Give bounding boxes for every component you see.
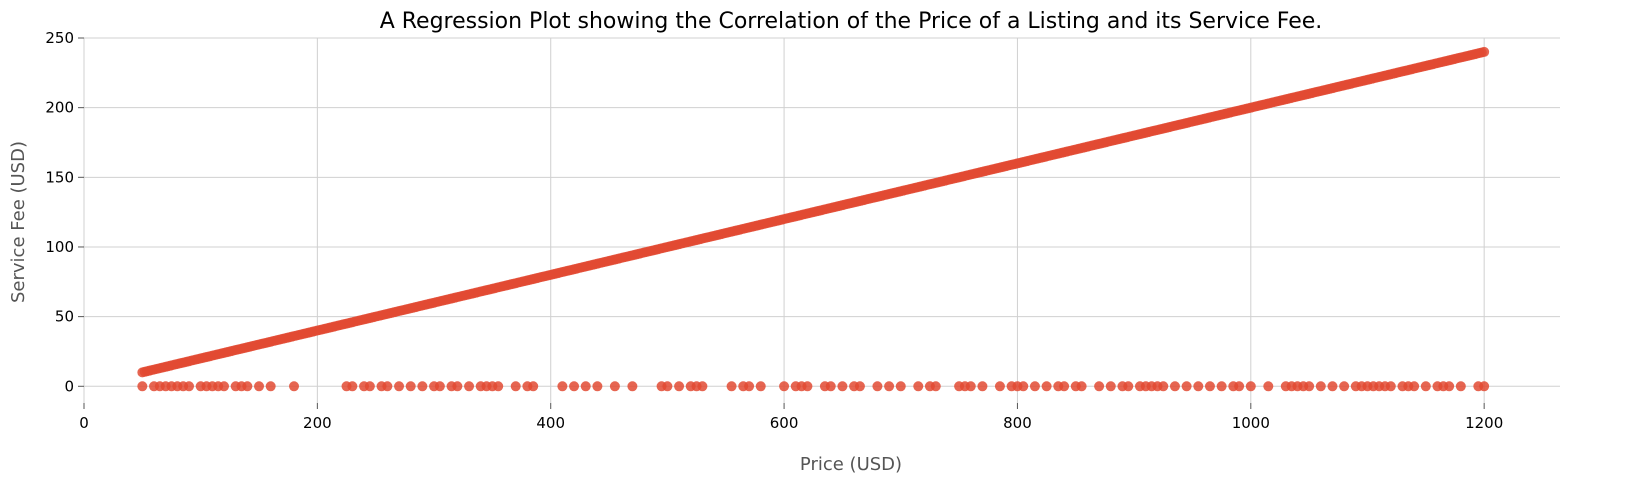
- data-point-zero-fee: [265, 381, 276, 392]
- data-point-zero-fee: [1169, 381, 1180, 392]
- data-point-zero-fee: [884, 381, 895, 392]
- axis-ticks: 0 50 100 150 200 250 0 200 400 600 800 1000 1200: [45, 29, 1503, 432]
- data-point-zero-fee: [1409, 381, 1420, 392]
- data-points: [137, 46, 1490, 392]
- x-tick-label: 0: [79, 414, 89, 432]
- data-point-zero-fee: [930, 381, 941, 392]
- data-point-zero-fee: [254, 381, 265, 392]
- data-point-zero-fee: [493, 381, 504, 392]
- data-point-zero-fee: [1385, 381, 1396, 392]
- data-point-zero-fee: [802, 381, 813, 392]
- y-tick-label: 100: [45, 238, 74, 256]
- data-point-zero-fee: [1304, 381, 1315, 392]
- data-point-zero-fee: [913, 381, 924, 392]
- data-point-zero-fee: [825, 381, 836, 392]
- x-tick-label: 600: [770, 414, 799, 432]
- data-point: [1479, 46, 1490, 57]
- data-point-zero-fee: [1479, 381, 1490, 392]
- data-point-zero-fee: [510, 381, 521, 392]
- data-point-zero-fee: [184, 381, 195, 392]
- grid: [83, 37, 1560, 403]
- data-point-zero-fee: [452, 381, 463, 392]
- y-tick-label: 250: [45, 29, 74, 47]
- data-point-zero-fee: [744, 381, 755, 392]
- data-point-zero-fee: [347, 381, 358, 392]
- data-point-zero-fee: [1076, 381, 1087, 392]
- data-point-zero-fee: [219, 381, 230, 392]
- data-point-zero-fee: [609, 381, 620, 392]
- y-tick-label: 200: [45, 99, 74, 117]
- y-tick-label: 0: [64, 377, 74, 395]
- data-point-zero-fee: [557, 381, 568, 392]
- data-point-zero-fee: [1339, 381, 1350, 392]
- data-point-zero-fee: [697, 381, 708, 392]
- data-point-zero-fee: [1123, 381, 1134, 392]
- x-tick-label: 200: [303, 414, 332, 432]
- data-point-zero-fee: [464, 381, 475, 392]
- data-point-zero-fee: [1234, 381, 1245, 392]
- x-tick-label: 400: [536, 414, 565, 432]
- data-point-zero-fee: [726, 381, 737, 392]
- y-tick-label: 150: [45, 168, 74, 186]
- x-tick-label: 800: [1003, 414, 1032, 432]
- data-point-zero-fee: [394, 381, 405, 392]
- data-point-zero-fee: [592, 381, 603, 392]
- data-point-zero-fee: [289, 381, 300, 392]
- data-point-zero-fee: [1263, 381, 1274, 392]
- data-point-zero-fee: [434, 381, 445, 392]
- data-point-zero-fee: [627, 381, 638, 392]
- x-tick-label: 1000: [1232, 414, 1270, 432]
- data-point-zero-fee: [1327, 381, 1338, 392]
- data-point-zero-fee: [1158, 381, 1169, 392]
- data-point-zero-fee: [1455, 381, 1466, 392]
- data-point-zero-fee: [1444, 381, 1455, 392]
- data-point-zero-fee: [528, 381, 539, 392]
- y-tick-label: 50: [55, 308, 74, 326]
- data-point-zero-fee: [364, 381, 375, 392]
- data-point-zero-fee: [977, 381, 988, 392]
- data-point-zero-fee: [382, 381, 393, 392]
- data-point-zero-fee: [662, 381, 673, 392]
- data-point-zero-fee: [1041, 381, 1052, 392]
- data-point-zero-fee: [674, 381, 685, 392]
- x-tick-label: 1200: [1465, 414, 1503, 432]
- data-point-zero-fee: [1420, 381, 1431, 392]
- data-point-zero-fee: [137, 381, 148, 392]
- data-point-zero-fee: [1204, 381, 1215, 392]
- data-point-zero-fee: [1245, 381, 1256, 392]
- data-point-zero-fee: [994, 381, 1005, 392]
- data-point-zero-fee: [854, 381, 865, 392]
- data-point-zero-fee: [755, 381, 766, 392]
- data-point-zero-fee: [1094, 381, 1105, 392]
- data-point-zero-fee: [872, 381, 883, 392]
- data-point-zero-fee: [1315, 381, 1326, 392]
- data-point-zero-fee: [1105, 381, 1116, 392]
- data-point-zero-fee: [242, 381, 253, 392]
- data-point-zero-fee: [1193, 381, 1204, 392]
- data-point-zero-fee: [405, 381, 416, 392]
- y-axis-label: Service Fee (USD): [8, 141, 29, 303]
- data-point-zero-fee: [580, 381, 591, 392]
- data-point-zero-fee: [895, 381, 906, 392]
- data-point-zero-fee: [417, 381, 428, 392]
- data-point-zero-fee: [1018, 381, 1029, 392]
- data-point-zero-fee: [837, 381, 848, 392]
- data-point-zero-fee: [779, 381, 790, 392]
- chart-title: A Regression Plot showing the Correlatio…: [380, 9, 1323, 34]
- data-point-zero-fee: [965, 381, 976, 392]
- data-point-zero-fee: [569, 381, 580, 392]
- x-axis-label: Price (USD): [800, 454, 902, 475]
- data-point-zero-fee: [1029, 381, 1040, 392]
- data-point-zero-fee: [1059, 381, 1070, 392]
- data-point-zero-fee: [1216, 381, 1227, 392]
- data-point-zero-fee: [1181, 381, 1192, 392]
